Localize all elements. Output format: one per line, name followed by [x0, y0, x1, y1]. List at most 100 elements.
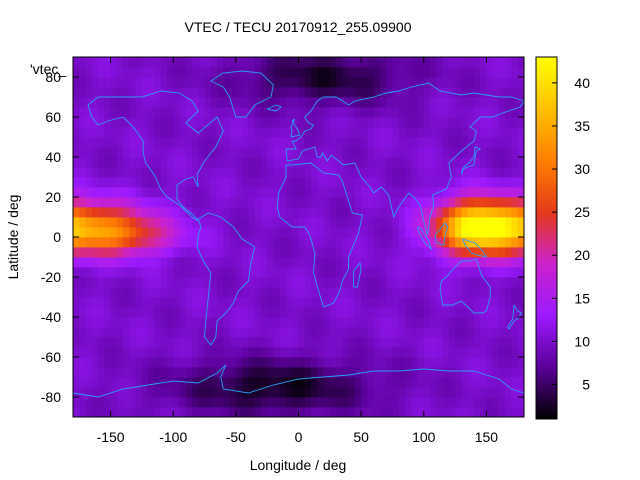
heatmap-cell — [198, 167, 205, 178]
heatmap-cell — [166, 97, 174, 108]
heatmap-cell — [148, 137, 155, 148]
heatmap-cell — [298, 187, 306, 198]
heatmap-cell — [354, 347, 362, 358]
heatmap-cell — [223, 257, 230, 268]
heatmap-cell — [342, 127, 350, 138]
heatmap-cell — [198, 77, 205, 88]
heatmap-cell — [204, 217, 212, 228]
heatmap-cell — [110, 337, 118, 348]
heatmap-cell — [480, 57, 487, 68]
heatmap-cell — [336, 377, 343, 388]
heatmap-cell — [348, 197, 356, 208]
heatmap-cell — [423, 367, 431, 378]
heatmap-cell — [373, 297, 381, 308]
heatmap-cell — [210, 267, 218, 278]
heatmap-cell — [154, 397, 162, 408]
heatmap-cell — [455, 137, 462, 148]
heatmap-cell — [486, 77, 494, 88]
heatmap-cell — [461, 247, 469, 258]
heatmap-cell — [455, 287, 462, 298]
heatmap-cell — [129, 377, 137, 388]
heatmap-cell — [235, 147, 243, 158]
heatmap-cell — [430, 357, 437, 368]
heatmap-cell — [348, 217, 356, 228]
heatmap-cell — [210, 147, 218, 158]
heatmap-cell — [135, 407, 143, 418]
heatmap-cell — [254, 367, 262, 378]
heatmap-cell — [198, 87, 205, 98]
heatmap-cell — [179, 307, 187, 318]
heatmap-cell — [442, 267, 450, 278]
heatmap-cell — [392, 97, 400, 108]
heatmap-cell — [141, 267, 149, 278]
heatmap-cell — [254, 267, 262, 278]
heatmap-cell — [279, 347, 287, 358]
heatmap-cell — [317, 397, 324, 408]
heatmap-cell — [423, 117, 431, 128]
heatmap-cell — [398, 137, 406, 148]
heatmap-cell — [373, 77, 381, 88]
heatmap-cell — [198, 307, 205, 318]
heatmap-cell — [373, 407, 381, 418]
heatmap-cell — [91, 97, 99, 108]
heatmap-cell — [173, 217, 180, 228]
heatmap-cell — [461, 87, 469, 98]
heatmap-cell — [248, 117, 256, 128]
heatmap-cell — [423, 187, 431, 198]
heatmap-cell — [273, 197, 281, 208]
heatmap-cell — [436, 107, 443, 118]
coastline-path — [353, 261, 362, 288]
heatmap-cell — [98, 297, 105, 308]
heatmap-cell — [292, 297, 299, 308]
heatmap-cell — [154, 267, 162, 278]
heatmap-cell — [292, 147, 299, 158]
heatmap-cell — [517, 347, 525, 358]
heatmap-cell — [505, 247, 512, 258]
heatmap-cell — [73, 327, 80, 338]
heatmap-cell — [417, 117, 425, 128]
heatmap-cell — [448, 277, 456, 288]
heatmap-cell — [336, 337, 343, 348]
heatmap-cell — [242, 397, 249, 408]
heatmap-cell — [210, 117, 218, 128]
heatmap-cell — [135, 247, 143, 258]
heatmap-cell — [292, 407, 299, 418]
heatmap-cell — [455, 387, 462, 398]
heatmap-cell — [342, 347, 350, 358]
heatmap-cell — [285, 357, 293, 368]
heatmap-cell — [179, 227, 187, 238]
heatmap-cell — [185, 357, 193, 368]
heatmap-cell — [386, 337, 393, 348]
heatmap-cell — [267, 387, 274, 398]
heatmap-cell — [116, 307, 124, 318]
heatmap-cell — [279, 227, 287, 238]
heatmap-cell — [204, 77, 212, 88]
heatmap-cell — [492, 277, 500, 288]
heatmap-cell — [361, 227, 368, 238]
heatmap-cell — [154, 227, 162, 238]
heatmap-cell — [436, 257, 443, 268]
heatmap-cell — [323, 57, 331, 68]
heatmap-cell — [298, 347, 306, 358]
heatmap-cell — [486, 237, 494, 248]
heatmap-cell — [379, 397, 387, 408]
heatmap-cell — [392, 87, 400, 98]
heatmap-cell — [486, 247, 494, 258]
coastline-path — [417, 226, 433, 251]
heatmap-cell — [173, 297, 180, 308]
heatmap-cell — [354, 297, 362, 308]
heatmap-cell — [392, 77, 400, 88]
heatmap-cell — [129, 357, 137, 368]
heatmap-cell — [79, 127, 86, 138]
heatmap-cell — [223, 247, 230, 258]
heatmap-cell — [148, 77, 155, 88]
heatmap-cell — [436, 237, 443, 248]
heatmap-cell — [116, 387, 124, 398]
heatmap-cell — [417, 347, 425, 358]
heatmap-cell — [486, 297, 494, 308]
heatmap-cell — [480, 287, 487, 298]
heatmap-cell — [254, 147, 262, 158]
heatmap-cell — [336, 147, 343, 158]
heatmap-cell — [467, 227, 475, 238]
heatmap-cell — [411, 377, 418, 388]
